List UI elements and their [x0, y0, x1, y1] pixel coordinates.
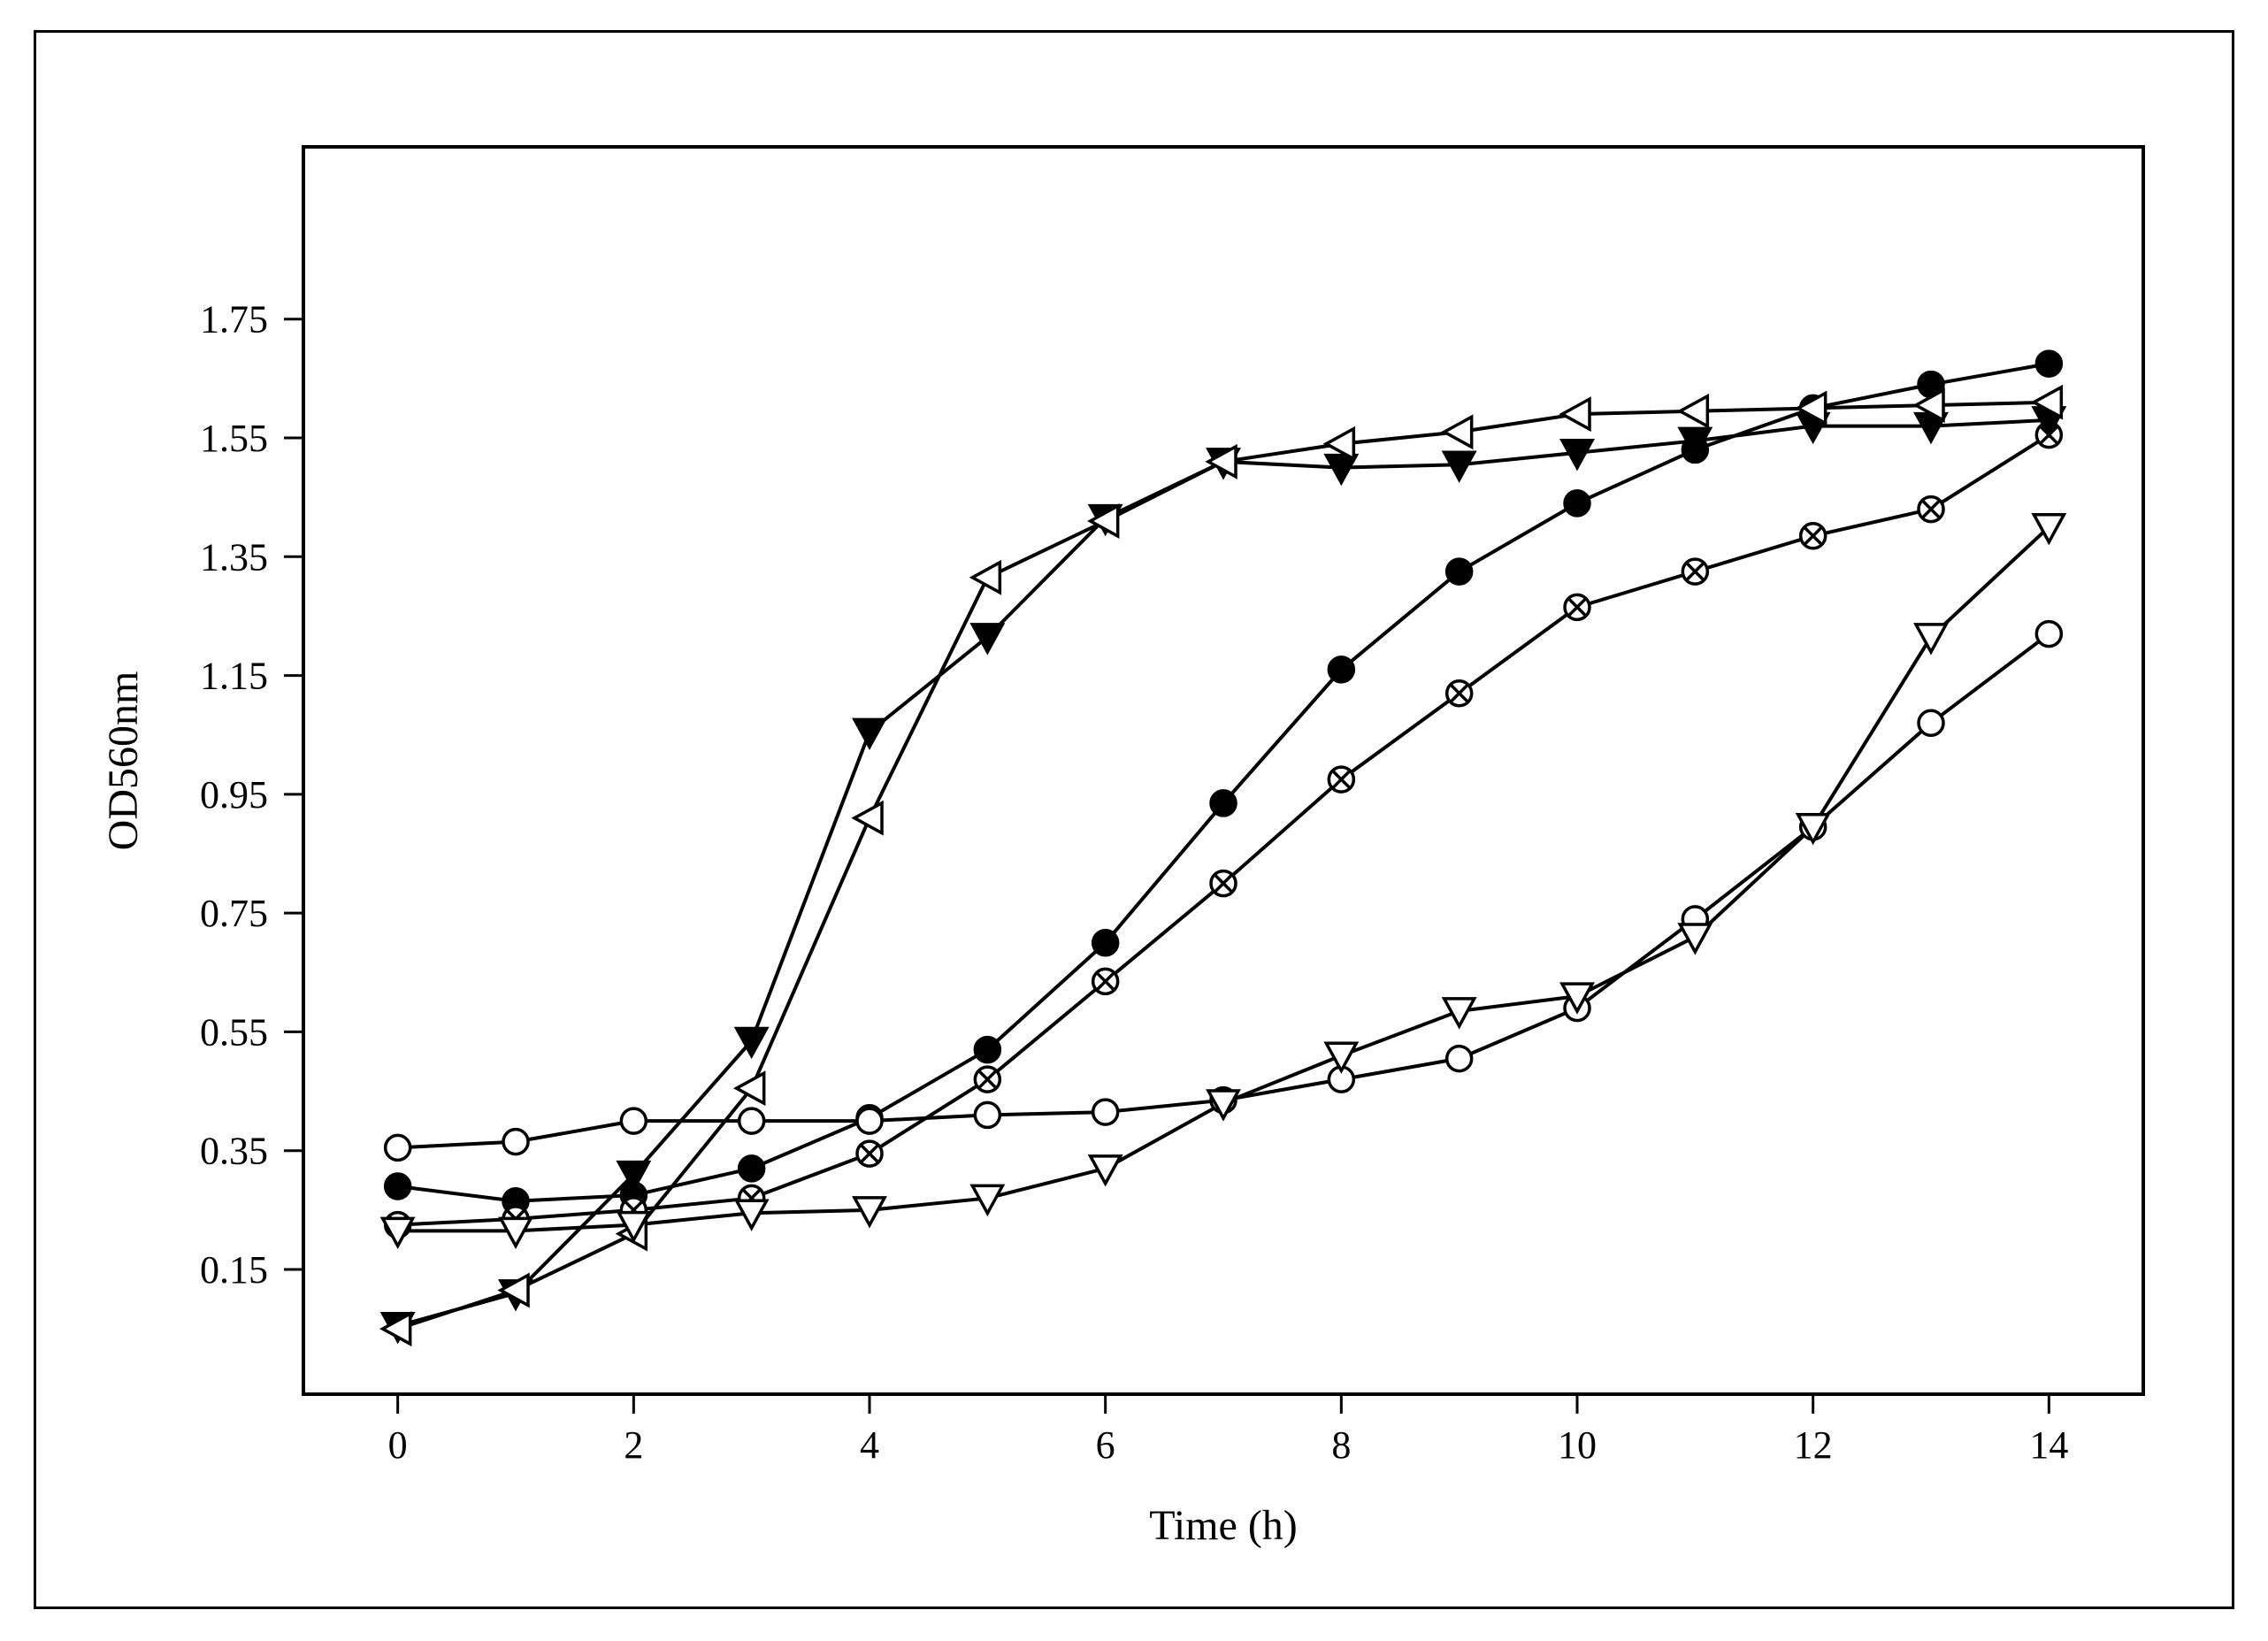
data-point-filled-triangle-down — [852, 717, 887, 750]
y-tick-label: 1.55 — [200, 417, 268, 460]
data-point-open-triangle-left — [1912, 387, 1945, 424]
data-point-open-triangle-down — [1559, 982, 1595, 1015]
y-tick-label: 0.35 — [200, 1130, 268, 1173]
data-point-open-triangle-left — [733, 1070, 766, 1107]
x-tick-label: 0 — [388, 1423, 408, 1467]
data-point-open-triangle-left — [379, 1311, 412, 1347]
x-tick-label: 4 — [860, 1423, 879, 1467]
data-point-open-triangle-down — [1913, 623, 1949, 656]
data-point-open-triangle-down — [1795, 813, 1831, 846]
data-point-filled-circle — [737, 1154, 766, 1183]
series-lines — [397, 362, 2050, 1331]
data-point-filled-circle — [1209, 789, 1237, 817]
data-point-open-triangle-left — [1441, 414, 1474, 450]
data-point-open-circle — [1444, 1044, 1474, 1073]
series-markers — [379, 349, 2067, 1347]
data-point-open-triangle-down — [1323, 1041, 1360, 1074]
data-point-open-triangle-down — [616, 1210, 652, 1244]
data-point-crossed-circle — [1563, 593, 1591, 622]
x-tick-label: 10 — [1558, 1423, 1597, 1467]
data-point-open-triangle-left — [1676, 393, 1710, 429]
data-point-filled-circle — [973, 1035, 1002, 1064]
y-axis-ticks: 0.15 0.35 0.55 0.75 0.95 1.15 1.35 1.55 1.75 — [200, 298, 303, 1292]
data-point-open-triangle-left — [969, 559, 1002, 595]
x-axis-title: Time (h) — [1149, 1502, 1298, 1549]
data-point-filled-circle — [1563, 489, 1591, 518]
data-point-crossed-circle — [855, 1139, 884, 1168]
y-axis-title: OD560nm — [100, 671, 147, 851]
x-tick-label: 8 — [1331, 1423, 1351, 1467]
data-point-open-triangle-down — [1677, 923, 1713, 955]
data-point-open-circle — [383, 1133, 412, 1162]
data-point-filled-circle — [1444, 557, 1474, 586]
x-tick-label: 12 — [1794, 1423, 1833, 1467]
data-point-open-triangle-down — [733, 1199, 770, 1231]
data-point-open-triangle-left — [1205, 443, 1237, 479]
x-axis-ticks: 0 2 4 6 8 10 12 14 — [388, 1394, 2068, 1467]
data-point-open-triangle-left — [1322, 426, 1356, 462]
figure-frame — [34, 30, 2234, 1609]
data-point-filled-circle — [2034, 349, 2064, 378]
data-point-filled-triangle-down — [616, 1160, 652, 1193]
data-point-open-circle — [737, 1107, 766, 1135]
data-point-open-circle — [1917, 709, 1945, 738]
data-point-filled-circle — [383, 1172, 412, 1200]
data-point-open-triangle-down — [379, 1216, 416, 1249]
y-tick-label: 1.75 — [200, 298, 268, 341]
data-point-crossed-circle — [1798, 522, 1827, 550]
data-point-filled-triangle-down — [733, 1026, 770, 1060]
data-point-filled-triangle-down — [1323, 453, 1360, 487]
data-point-crossed-circle — [1327, 765, 1356, 794]
y-tick-label: 0.95 — [200, 773, 268, 817]
data-point-open-circle — [1091, 1098, 1120, 1126]
plot-area — [302, 145, 2145, 1396]
y-tick-label: 0.75 — [200, 892, 268, 935]
data-point-filled-triangle-down — [969, 623, 1006, 656]
x-tick-label: 2 — [624, 1423, 643, 1467]
data-point-open-triangle-left — [497, 1272, 530, 1308]
data-point-open-triangle-left — [1795, 390, 1827, 426]
x-tick-label: 6 — [1096, 1423, 1115, 1467]
data-point-open-triangle-down — [1206, 1089, 1241, 1122]
data-point-open-triangle-left — [2030, 384, 2064, 420]
data-point-filled-triangle-down — [1559, 439, 1595, 472]
y-tick-label: 1.35 — [200, 535, 268, 579]
y-tick-label: 0.55 — [200, 1010, 268, 1054]
data-point-open-triangle-down — [852, 1196, 887, 1229]
data-point-filled-circle — [1091, 928, 1120, 957]
data-point-filled-circle — [1327, 656, 1356, 684]
data-point-open-triangle-left — [1559, 396, 1591, 433]
data-point-open-circle — [502, 1127, 530, 1156]
data-point-open-triangle-down — [1441, 997, 1477, 1030]
x-tick-label: 14 — [2029, 1423, 2068, 1467]
data-point-filled-triangle-down — [1677, 426, 1713, 459]
data-point-open-triangle-down — [1087, 1154, 1123, 1187]
data-point-open-circle — [973, 1100, 1002, 1130]
y-tick-label: 1.15 — [200, 655, 268, 698]
data-point-open-triangle-down — [498, 1216, 533, 1249]
data-point-open-circle — [855, 1107, 884, 1135]
data-point-open-circle — [619, 1107, 648, 1135]
data-point-filled-triangle-down — [1441, 450, 1477, 483]
data-point-open-triangle-left — [851, 800, 884, 836]
data-point-crossed-circle — [1444, 679, 1474, 708]
data-point-open-triangle-left — [1087, 503, 1120, 539]
data-point-crossed-circle — [973, 1065, 1002, 1093]
data-point-open-triangle-down — [969, 1184, 1006, 1217]
data-point-crossed-circle — [1917, 495, 1945, 524]
series-line-filled-circle — [397, 362, 2050, 1203]
data-point-open-triangle-down — [2031, 512, 2067, 546]
data-point-crossed-circle — [1091, 967, 1120, 996]
data-point-crossed-circle — [1681, 557, 1710, 586]
data-point-crossed-circle — [1209, 869, 1237, 898]
y-tick-label: 0.15 — [200, 1248, 268, 1292]
data-point-open-circle — [2034, 619, 2064, 648]
